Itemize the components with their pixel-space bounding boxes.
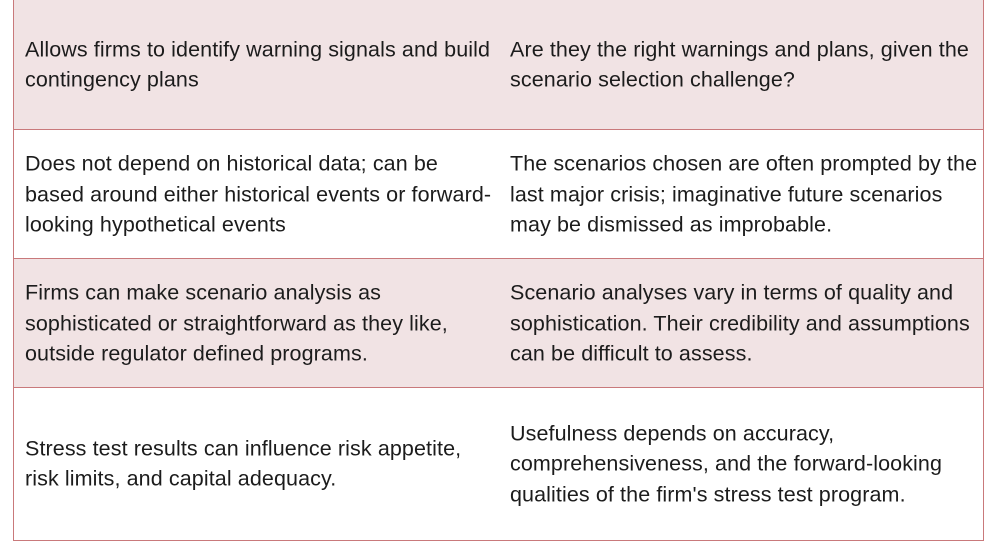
table-row: Firms can make scenario analysis as soph… [14, 258, 983, 387]
table-cell-limitation: Scenario analyses vary in terms of quali… [510, 280, 970, 366]
pros-cons-table: Allows firms to identify warning signals… [13, 0, 984, 541]
table-row: Does not depend on historical data; can … [14, 129, 983, 258]
table-cell-advantage: Allows firms to identify warning signals… [25, 37, 491, 92]
table-cell-limitation: Are they the right warnings and plans, g… [510, 37, 969, 92]
table-cell-advantage: Stress test results can influence risk a… [25, 436, 462, 491]
table-cell-limitation: The scenarios chosen are often prompted … [510, 151, 978, 237]
table-row: Allows firms to identify warning signals… [14, 0, 983, 129]
table-row: Stress test results can influence risk a… [14, 387, 983, 539]
table-cell-advantage: Firms can make scenario analysis as soph… [25, 280, 448, 366]
table-cell-limitation: Usefulness depends on accuracy, comprehe… [510, 420, 943, 506]
table-cell-advantage: Does not depend on historical data; can … [25, 151, 492, 237]
